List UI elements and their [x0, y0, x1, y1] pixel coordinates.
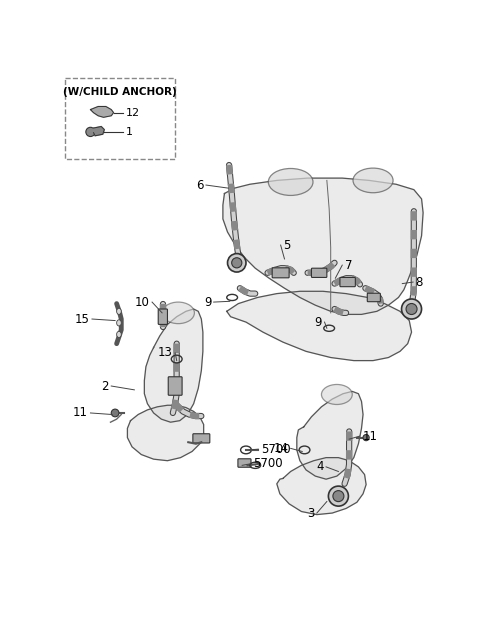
Ellipse shape: [117, 308, 121, 315]
Polygon shape: [223, 178, 423, 315]
Bar: [65, 78, 175, 159]
Polygon shape: [277, 457, 366, 515]
FancyBboxPatch shape: [367, 293, 380, 302]
Ellipse shape: [117, 331, 121, 337]
Text: 8: 8: [415, 276, 423, 289]
FancyBboxPatch shape: [340, 277, 355, 287]
Text: 9: 9: [315, 316, 322, 329]
Circle shape: [111, 409, 119, 417]
Circle shape: [406, 303, 417, 315]
Circle shape: [363, 434, 369, 441]
Circle shape: [86, 127, 95, 137]
Text: (W/CHILD ANCHOR): (W/CHILD ANCHOR): [63, 87, 177, 97]
Circle shape: [402, 299, 421, 319]
Text: 5700: 5700: [261, 442, 290, 455]
Polygon shape: [90, 106, 114, 117]
Ellipse shape: [117, 320, 121, 326]
Text: 15: 15: [75, 313, 90, 326]
Text: 12: 12: [126, 108, 140, 117]
Circle shape: [333, 491, 344, 502]
Text: 3: 3: [307, 507, 314, 520]
Circle shape: [232, 258, 242, 268]
Polygon shape: [127, 405, 204, 460]
Text: 11: 11: [73, 407, 88, 420]
Text: 10: 10: [135, 295, 150, 308]
Circle shape: [228, 253, 246, 272]
Text: 1: 1: [126, 127, 133, 137]
FancyBboxPatch shape: [168, 377, 182, 396]
FancyBboxPatch shape: [272, 268, 289, 278]
Ellipse shape: [322, 384, 352, 405]
Polygon shape: [94, 127, 104, 136]
Ellipse shape: [353, 168, 393, 193]
Text: 4: 4: [316, 460, 324, 473]
FancyBboxPatch shape: [158, 309, 168, 324]
Polygon shape: [227, 291, 411, 360]
FancyBboxPatch shape: [312, 268, 327, 277]
Ellipse shape: [162, 302, 194, 324]
Text: 5: 5: [283, 239, 290, 252]
Text: 6: 6: [196, 179, 204, 192]
Circle shape: [328, 486, 348, 506]
Text: 5700: 5700: [253, 457, 283, 470]
Text: 7: 7: [345, 258, 352, 272]
Ellipse shape: [268, 169, 313, 195]
Text: 14: 14: [273, 442, 288, 455]
Polygon shape: [144, 309, 203, 422]
Polygon shape: [297, 391, 363, 479]
Text: 2: 2: [101, 379, 109, 392]
FancyBboxPatch shape: [193, 434, 210, 443]
Text: 9: 9: [204, 295, 211, 308]
FancyBboxPatch shape: [238, 459, 251, 467]
Text: 13: 13: [158, 347, 173, 360]
Text: 11: 11: [362, 430, 377, 442]
